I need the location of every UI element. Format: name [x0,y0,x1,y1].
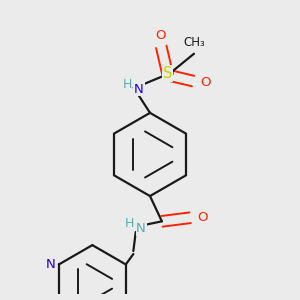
Text: CH₃: CH₃ [184,36,206,49]
Text: N: N [134,82,144,96]
Text: S: S [163,66,172,81]
Text: H: H [122,77,132,91]
Text: O: O [197,211,208,224]
Text: O: O [155,29,166,42]
Text: N: N [46,258,56,271]
Text: N: N [136,222,146,235]
Text: O: O [200,76,211,89]
Text: H: H [124,217,134,230]
